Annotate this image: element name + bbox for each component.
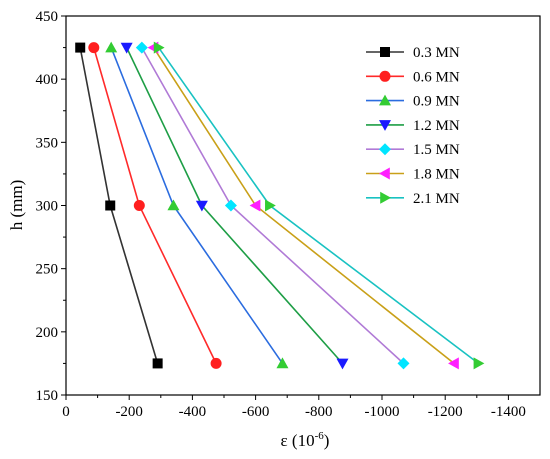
data-point [276, 357, 289, 369]
legend-label: 1.5 MN [413, 142, 460, 158]
legend-label: 1.8 MN [413, 167, 460, 183]
data-point [195, 200, 208, 212]
data-point [105, 41, 118, 53]
legend-label: 2.1 MN [413, 191, 460, 207]
data-point [120, 42, 133, 54]
x-tick-label: -200 [115, 404, 143, 420]
y-tick-label: 200 [36, 325, 59, 341]
legend-item: 0.3 MN [366, 45, 460, 61]
legend-item: 0.6 MN [366, 69, 460, 85]
data-point [210, 357, 222, 369]
y-tick-label: 250 [36, 262, 59, 278]
x-tick-label: -1400 [491, 404, 526, 420]
series-2 [88, 42, 222, 369]
data-point [105, 200, 116, 211]
data-point [336, 358, 349, 370]
data-point [224, 199, 237, 212]
data-point [88, 42, 100, 54]
x-axis: 0 -200 -400 -600 -800 -1000 -1200 -1400 [62, 395, 526, 420]
legend-item: 2.1 MN [366, 191, 460, 207]
y-tick-label: 450 [36, 9, 59, 25]
legend-marker [379, 167, 390, 180]
series-4 [120, 42, 349, 370]
x-tick-label: -400 [179, 404, 207, 420]
y-tick-label: 400 [36, 72, 59, 88]
x-tick-label: -800 [305, 404, 333, 420]
series-6 [147, 41, 459, 370]
data-point [448, 357, 459, 370]
series-5 [135, 41, 410, 370]
series-3 [105, 41, 289, 369]
legend-item: 1.2 MN [366, 118, 460, 134]
data-point [473, 357, 485, 370]
series-7 [153, 41, 485, 370]
x-tick-label: -1200 [428, 404, 463, 420]
legend-marker [379, 120, 391, 131]
legend-label: 0.6 MN [413, 69, 460, 85]
y-axis-title: h (mm) [7, 180, 26, 231]
data-point [133, 200, 145, 211]
legend-marker [379, 70, 391, 82]
x-axis-title: ε (10-6) [281, 430, 330, 450]
legend-label: 1.2 MN [413, 118, 460, 134]
x-tick-label: -600 [242, 404, 270, 420]
legend-item: 0.9 MN [366, 94, 460, 110]
data-point [265, 199, 276, 212]
data-point [75, 42, 86, 53]
y-axis: 150 200 250 300 350 400 450 [36, 9, 66, 404]
legend: 0.3 MN 0.6 MN 0.9 MN 1.2 MN 1.5 MN 1.8 MN 2.1 … [366, 45, 460, 207]
data-point [153, 41, 165, 54]
y-tick-label: 150 [36, 388, 59, 404]
series-1 [75, 42, 163, 369]
legend-item: 1.8 MN [366, 167, 460, 183]
x-tick-label: -1000 [365, 404, 400, 420]
data-point [135, 41, 148, 54]
legend-marker [379, 94, 391, 106]
data-point [152, 358, 163, 369]
legend-label: 0.9 MN [413, 94, 460, 110]
series-line [79, 47, 159, 364]
data-point [249, 199, 261, 212]
legend-marker [380, 191, 391, 204]
legend-label: 0.3 MN [413, 45, 460, 61]
legend-marker [379, 143, 391, 156]
data-point [167, 199, 180, 211]
y-tick-label: 350 [36, 135, 59, 151]
data-point [397, 357, 410, 370]
series-group [75, 41, 485, 370]
y-tick-label: 300 [36, 199, 59, 215]
legend-marker [380, 47, 390, 57]
legend-item: 1.5 MN [366, 142, 460, 158]
x-tick-label: 0 [62, 404, 70, 420]
